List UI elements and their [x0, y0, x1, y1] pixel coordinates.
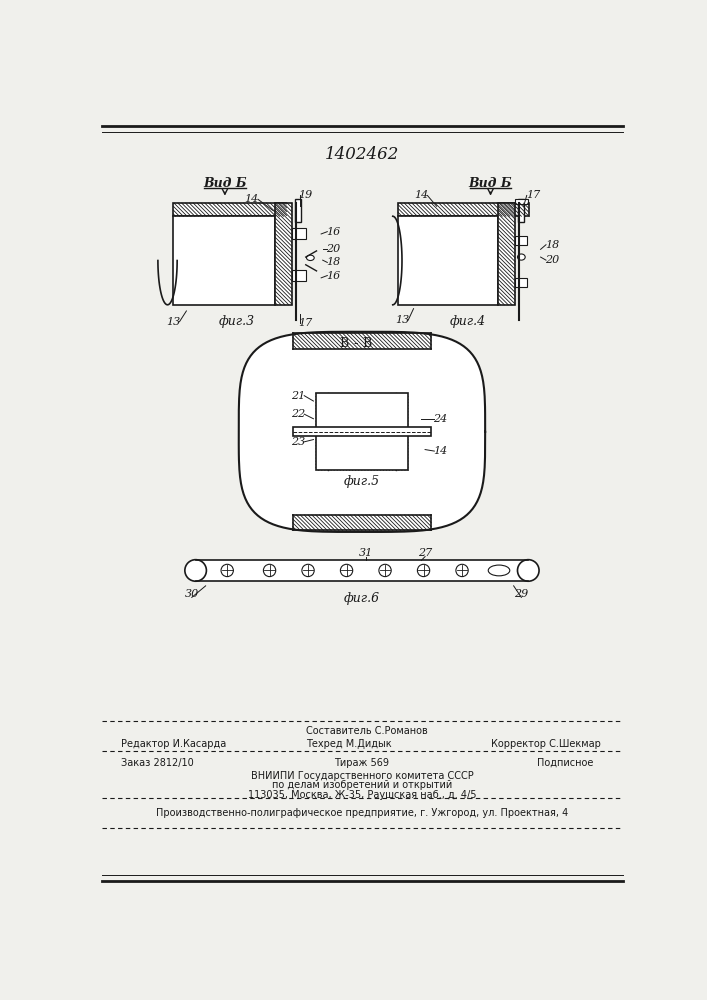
- Ellipse shape: [417, 564, 430, 577]
- Bar: [396, 393, 408, 470]
- Ellipse shape: [221, 564, 233, 577]
- Text: 20: 20: [545, 255, 559, 265]
- Text: Заказ 2812/10: Заказ 2812/10: [121, 758, 194, 768]
- Text: Подписное: Подписное: [537, 758, 593, 768]
- Bar: [275, 203, 292, 305]
- Ellipse shape: [518, 560, 539, 581]
- Ellipse shape: [264, 564, 276, 577]
- Text: Тираж 569: Тираж 569: [334, 758, 390, 768]
- Text: 27: 27: [418, 548, 432, 558]
- Text: 18: 18: [327, 257, 341, 267]
- Ellipse shape: [185, 560, 206, 581]
- Ellipse shape: [307, 255, 314, 261]
- Text: ВНИИПИ Государственного комитета СССР: ВНИИПИ Государственного комитета СССР: [250, 771, 473, 781]
- Text: 18: 18: [545, 240, 559, 250]
- Text: 13: 13: [166, 317, 180, 327]
- Bar: [316, 393, 408, 470]
- Text: Вид Б: Вид Б: [469, 177, 513, 190]
- Text: 21: 21: [291, 391, 305, 401]
- Bar: [275, 203, 292, 305]
- Bar: [293, 333, 431, 349]
- Text: фиг.4: фиг.4: [450, 315, 486, 328]
- Text: фиг.5: фиг.5: [344, 475, 380, 488]
- Ellipse shape: [489, 565, 510, 576]
- Bar: [295, 199, 301, 222]
- Polygon shape: [239, 332, 485, 532]
- Bar: [398, 203, 529, 216]
- Bar: [173, 203, 286, 216]
- Text: Редактор И.Касарда: Редактор И.Касарда: [121, 739, 226, 749]
- Ellipse shape: [302, 564, 314, 577]
- Text: В: В: [339, 337, 349, 350]
- Bar: [328, 393, 396, 404]
- Ellipse shape: [456, 564, 468, 577]
- Bar: [515, 199, 527, 204]
- Text: 29: 29: [514, 589, 528, 599]
- Text: 30: 30: [185, 589, 199, 599]
- Bar: [173, 203, 286, 216]
- Bar: [518, 199, 525, 222]
- Bar: [398, 216, 498, 305]
- Text: 22: 22: [291, 409, 305, 419]
- Text: по делам изобретений и открытий: по делам изобретений и открытий: [271, 780, 452, 790]
- Text: 16: 16: [327, 271, 341, 281]
- Text: В: В: [363, 337, 372, 350]
- Text: фиг.6: фиг.6: [344, 592, 380, 605]
- Bar: [328, 460, 396, 470]
- Text: 17: 17: [298, 318, 313, 328]
- Text: Техред М.Дидык: Техред М.Дидык: [305, 739, 392, 749]
- Text: -: -: [354, 337, 358, 350]
- Text: 13: 13: [395, 315, 409, 325]
- Text: 19: 19: [298, 190, 313, 200]
- Text: Составитель С.Романов: Составитель С.Романов: [305, 726, 428, 736]
- Text: 31: 31: [358, 548, 373, 558]
- Bar: [316, 393, 328, 470]
- Bar: [196, 560, 528, 581]
- Text: 24: 24: [433, 414, 448, 424]
- Bar: [398, 203, 529, 216]
- Text: Вид Б: Вид Б: [203, 177, 247, 190]
- Text: 113035, Москва, Ж-35, Раушская наб., д. 4/5: 113035, Москва, Ж-35, Раушская наб., д. …: [247, 790, 477, 800]
- Text: 17: 17: [526, 190, 540, 200]
- Text: Производственно-полиграфическое предприятие, г. Ужгород, ул. Проектная, 4: Производственно-полиграфическое предприя…: [156, 808, 568, 818]
- Bar: [498, 203, 515, 305]
- Text: фиг.3: фиг.3: [218, 315, 255, 328]
- Ellipse shape: [518, 254, 525, 260]
- Bar: [292, 270, 305, 281]
- Bar: [293, 427, 431, 436]
- Bar: [498, 203, 515, 305]
- Bar: [293, 515, 431, 530]
- Bar: [515, 235, 527, 245]
- Bar: [292, 228, 305, 239]
- Text: Корректор С.Шекмар: Корректор С.Шекмар: [491, 739, 600, 749]
- Ellipse shape: [340, 564, 353, 577]
- Text: 16: 16: [327, 227, 341, 237]
- Ellipse shape: [379, 564, 391, 577]
- Text: 20: 20: [327, 244, 341, 254]
- Bar: [515, 278, 527, 287]
- Bar: [173, 216, 275, 305]
- Text: 1402462: 1402462: [325, 146, 399, 163]
- Text: 23: 23: [291, 437, 305, 447]
- Text: 14: 14: [414, 190, 428, 200]
- Text: 14: 14: [433, 446, 448, 456]
- Text: 14: 14: [245, 194, 259, 204]
